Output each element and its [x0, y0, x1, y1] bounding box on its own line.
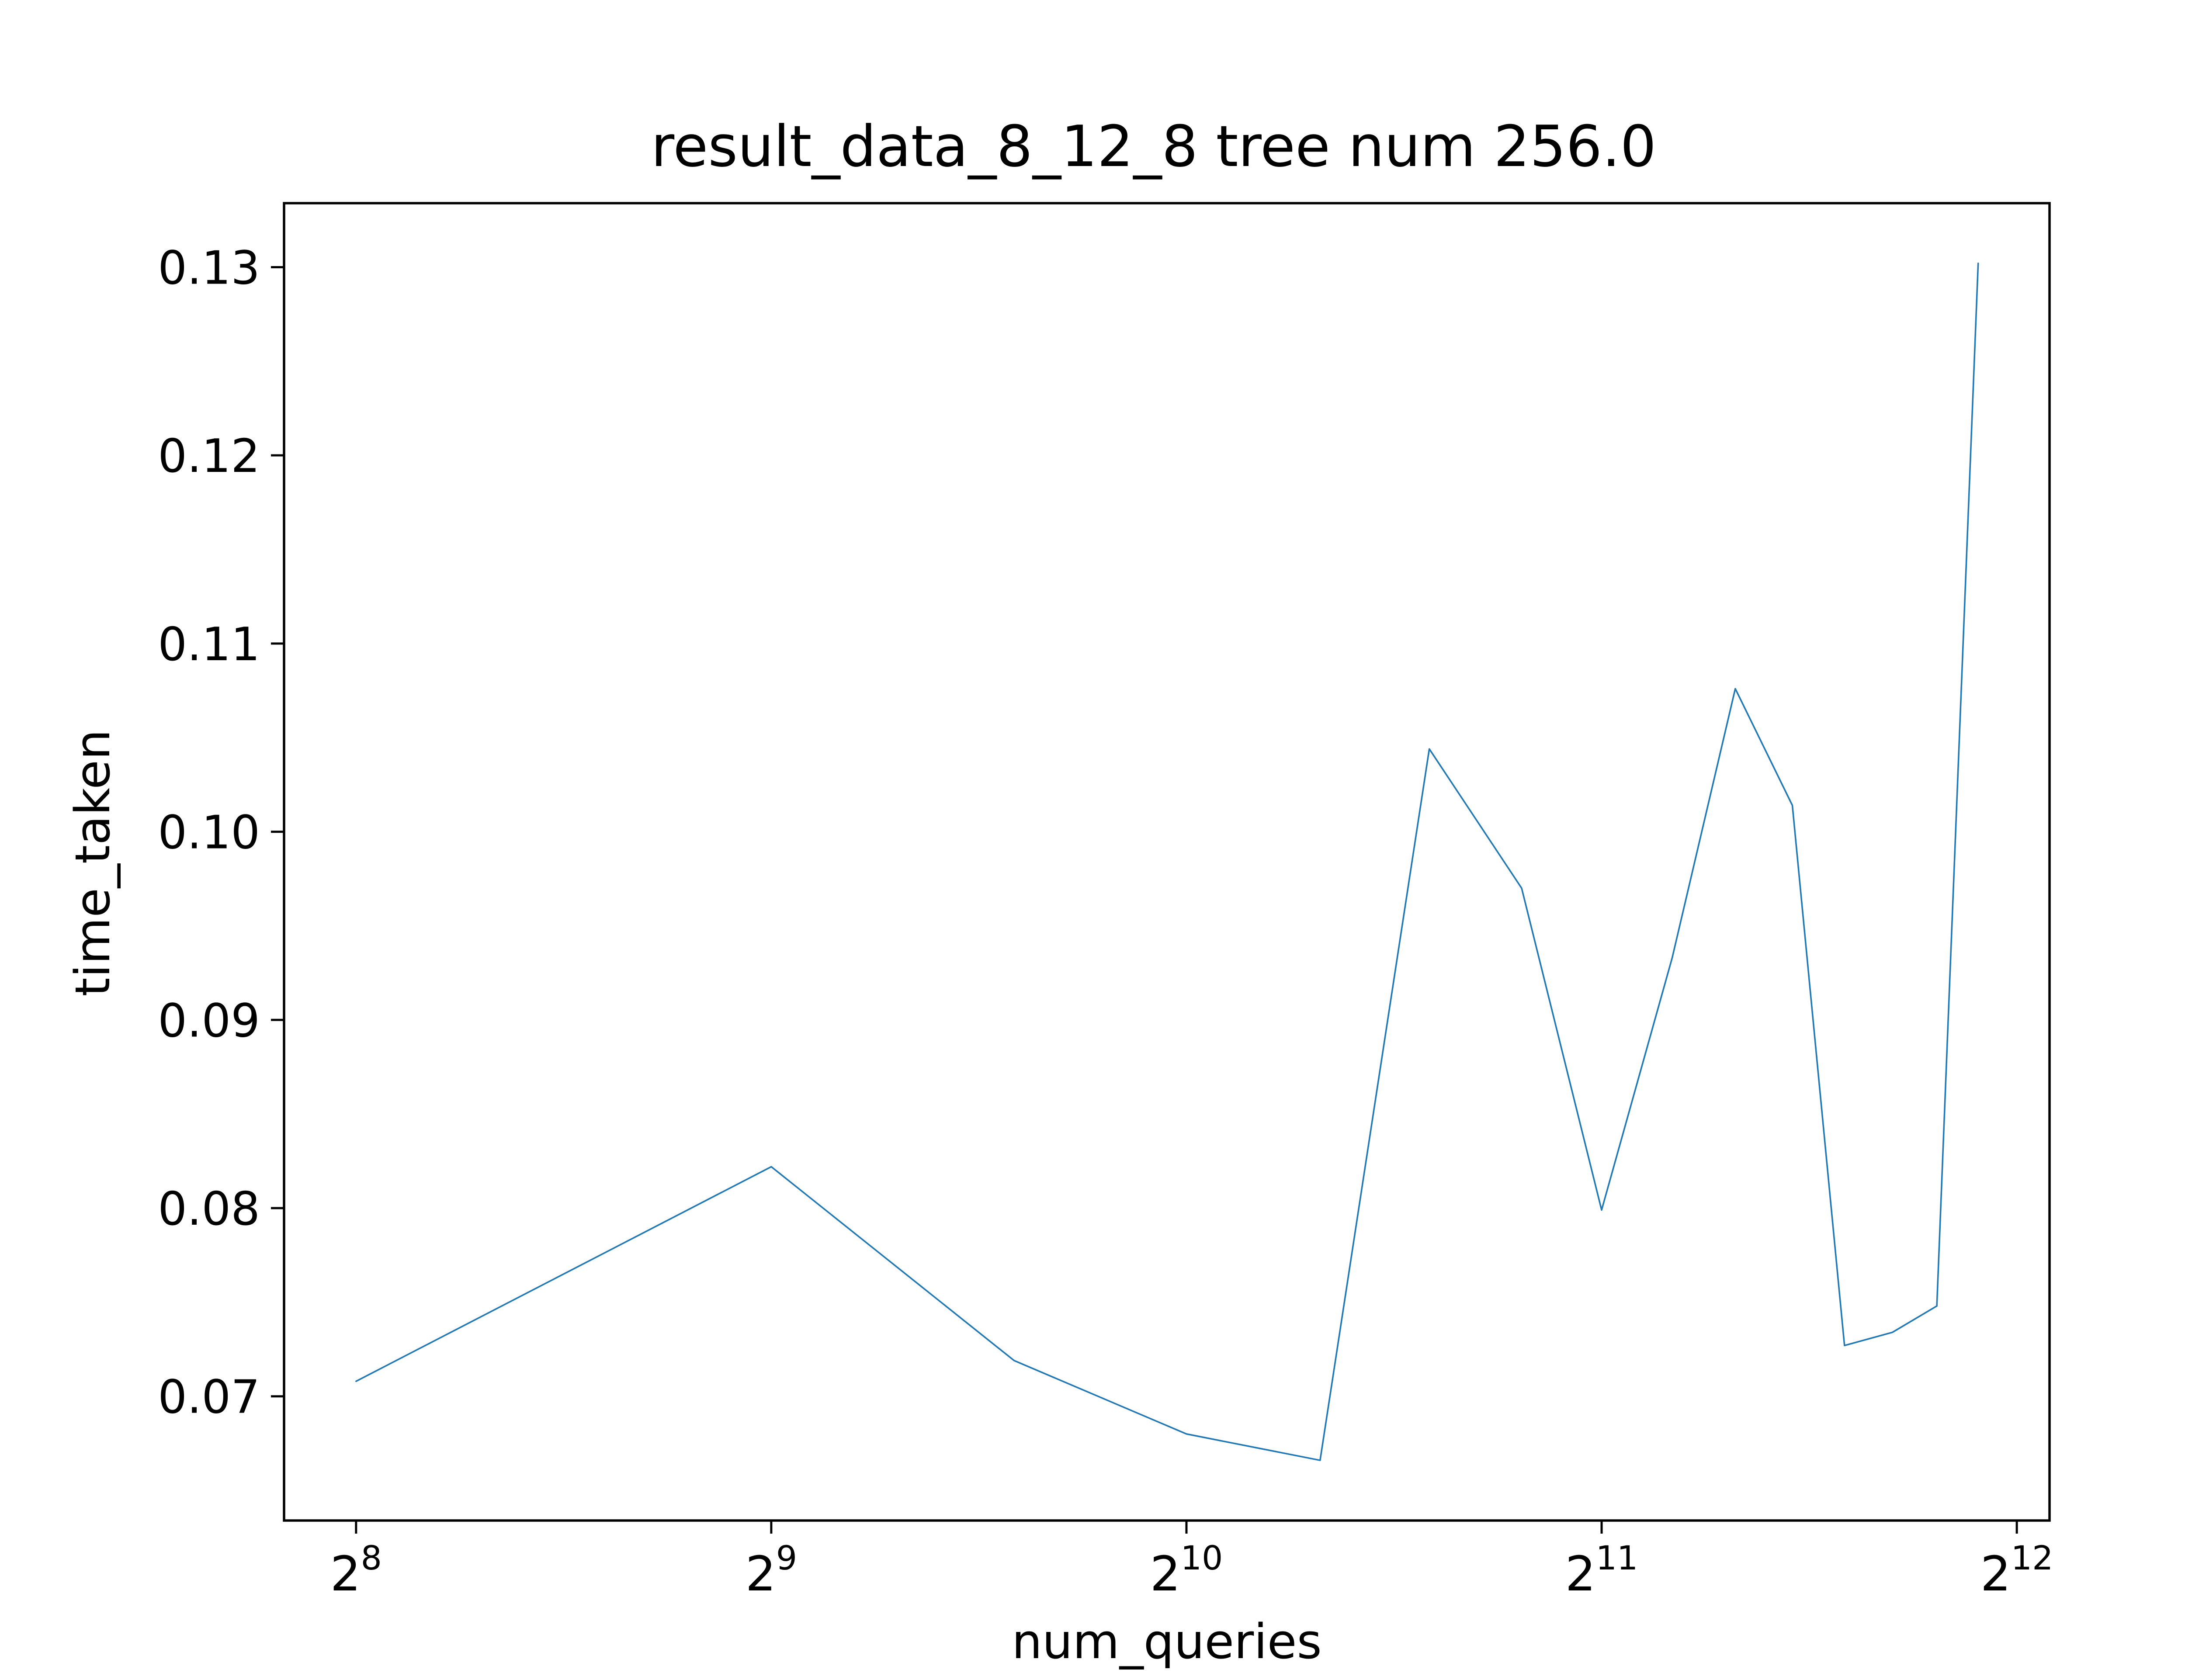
x-tick-exponent: 8 — [361, 1538, 382, 1577]
series-line — [355, 263, 1979, 1461]
y-axis-label: time_taken — [65, 729, 121, 996]
x-tick-base: 2 — [746, 1546, 776, 1602]
x-axis-ticks: 28 29 210 211 212 — [330, 1521, 2053, 1602]
x-tick-label: 210 — [1150, 1538, 1223, 1602]
y-tick-label: 0.09 — [158, 994, 260, 1047]
x-axis-label: num_queries — [1012, 1614, 1322, 1670]
x-tick-base: 2 — [1150, 1546, 1181, 1602]
x-tick-label: 212 — [1980, 1538, 2053, 1602]
x-tick-label: 211 — [1565, 1538, 1638, 1602]
x-tick-label: 28 — [330, 1538, 382, 1602]
x-tick-exponent: 12 — [2011, 1538, 2053, 1577]
y-axis-ticks: 0.07 0.08 0.09 0.10 0.11 0.12 0.13 — [158, 241, 284, 1424]
chart-title: result_data_8_12_8 tree num 256.0 — [651, 113, 1657, 180]
x-tick-exponent: 10 — [1181, 1538, 1223, 1577]
x-tick-base: 2 — [330, 1546, 361, 1602]
x-tick-exponent: 9 — [776, 1538, 797, 1577]
x-tick-base: 2 — [1565, 1546, 1596, 1602]
y-tick-label: 0.13 — [158, 241, 260, 294]
x-tick-exponent: 11 — [1596, 1538, 1638, 1577]
x-tick-base: 2 — [1980, 1546, 2011, 1602]
y-tick-label: 0.12 — [158, 430, 260, 483]
y-tick-label: 0.08 — [158, 1182, 260, 1236]
y-tick-label: 0.07 — [158, 1371, 260, 1424]
y-tick-label: 0.10 — [158, 806, 260, 859]
plot-area-frame — [283, 202, 2051, 1522]
y-tick-label: 0.11 — [158, 618, 260, 671]
x-tick-label: 29 — [746, 1538, 797, 1602]
